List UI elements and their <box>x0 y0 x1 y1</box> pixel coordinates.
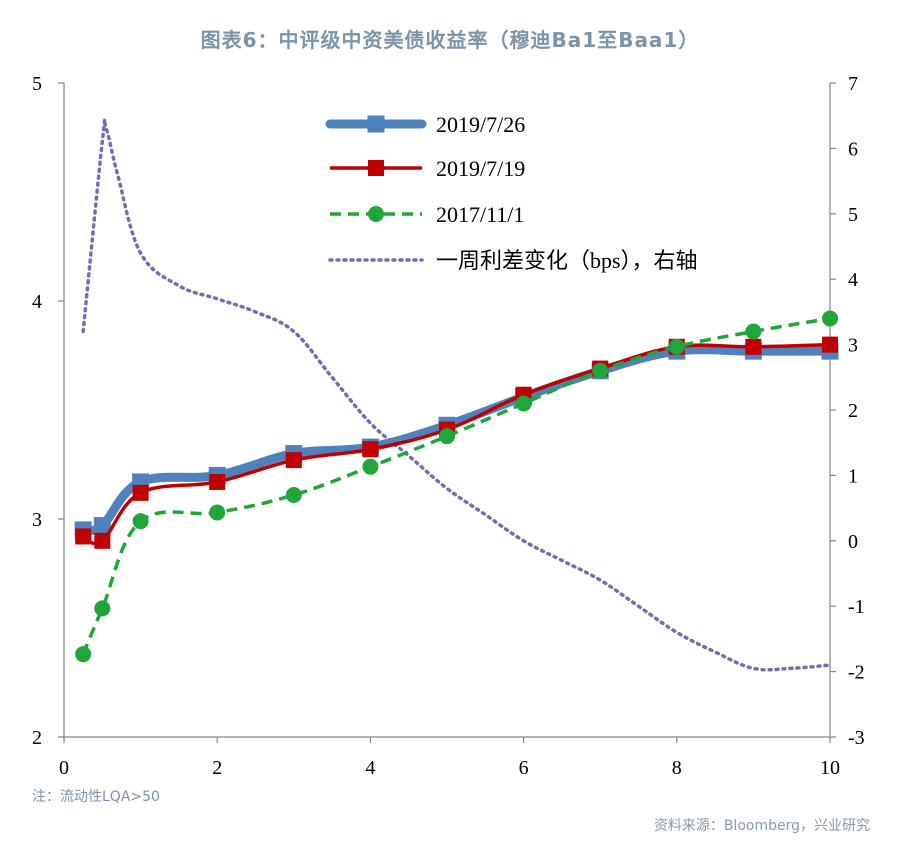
series-3 <box>75 310 838 663</box>
data-point <box>592 362 609 379</box>
source-credit: 资料来源：Bloomberg，兴业研究 <box>653 818 870 834</box>
left-tick-label: 5 <box>32 73 42 95</box>
legend-label: 2017/11/1 <box>436 202 524 227</box>
left-tick-label: 4 <box>32 291 42 313</box>
data-point <box>668 338 685 355</box>
legend-item-1: 2019/7/26 <box>325 112 525 137</box>
plot-area <box>74 117 839 672</box>
right-tick-label: 0 <box>848 531 858 553</box>
series-1 <box>74 342 839 539</box>
data-point <box>132 484 149 501</box>
legend-label: 2019/7/26 <box>436 112 525 137</box>
right-tick-label: 7 <box>848 73 858 95</box>
right-tick-label: 3 <box>848 335 858 357</box>
data-point <box>209 504 226 521</box>
data-point <box>285 487 302 504</box>
data-point <box>515 395 532 412</box>
data-point <box>75 646 92 663</box>
data-point <box>439 428 455 445</box>
legend-label: 一周利差变化（bps），右轴 <box>436 248 698 273</box>
data-point <box>132 513 149 530</box>
x-tick-label: 0 <box>59 757 69 779</box>
right-tick-label: -1 <box>848 596 865 618</box>
data-point <box>362 458 379 475</box>
right-tick-label: 4 <box>848 269 858 291</box>
legend: 2019/7/26 2019/7/19 2017/11/1 一周利差变化（bps），右… <box>325 112 698 273</box>
x-tick-label: 2 <box>212 757 222 779</box>
data-point <box>745 323 762 340</box>
data-point <box>93 517 111 535</box>
legend-marker <box>368 160 384 176</box>
data-point <box>94 532 111 549</box>
legend-item-4: 一周利差变化（bps），右轴 <box>328 248 698 273</box>
series-line <box>78 345 835 536</box>
data-point <box>285 452 302 469</box>
data-point <box>822 310 838 327</box>
x-tick-label: 4 <box>365 757 375 779</box>
legend-item-3: 2017/11/1 <box>330 202 524 227</box>
right-tick-label: -3 <box>848 727 865 749</box>
left-tick-label: 2 <box>32 727 42 749</box>
x-tick-label: 10 <box>820 757 840 779</box>
right-tick-label: 5 <box>848 204 858 226</box>
x-tick-label: 6 <box>519 757 529 779</box>
data-point <box>75 528 92 545</box>
chart-note: 注：流动性LQA>50 <box>32 789 160 805</box>
x-tick-label: 8 <box>672 757 682 779</box>
data-point <box>745 338 762 355</box>
data-point <box>822 336 838 353</box>
legend-marker <box>367 115 385 133</box>
legend-item-2: 2019/7/19 <box>330 156 525 181</box>
right-tick-label: -2 <box>848 662 865 684</box>
chart-title: 图表6：中评级中资美债收益率（穆迪Ba1至Baa1） <box>200 28 700 52</box>
legend-marker <box>368 206 384 222</box>
right-tick-label: 6 <box>848 138 858 160</box>
data-point <box>94 600 111 617</box>
legend-label: 2019/7/19 <box>436 156 525 181</box>
right-tick-label: 2 <box>848 400 858 422</box>
data-point <box>362 441 379 458</box>
series-2 <box>75 336 838 549</box>
left-tick-label: 3 <box>32 509 42 531</box>
data-point <box>209 473 226 490</box>
right-tick-label: 1 <box>848 465 858 487</box>
